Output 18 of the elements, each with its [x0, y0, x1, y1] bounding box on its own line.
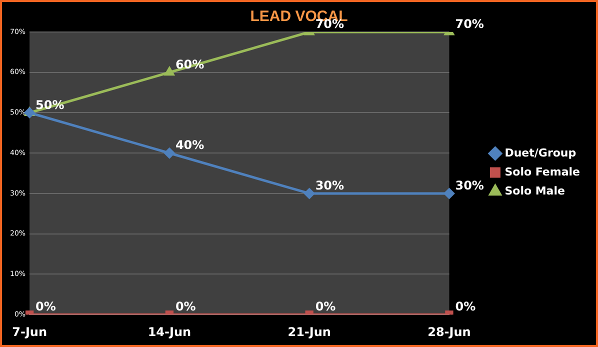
data-label: 30%	[315, 178, 344, 193]
data-label: 0%	[175, 300, 196, 314]
data-label: 70%	[455, 17, 484, 32]
legend-label: Duet/Group	[504, 146, 576, 160]
point	[444, 188, 454, 199]
data-label: 0%	[36, 300, 56, 314]
point	[164, 148, 175, 158]
data-label: 0%	[315, 300, 336, 314]
data-label: 40%	[175, 138, 204, 152]
x-tick-label: 7-Jun	[12, 324, 48, 339]
data-label: 30%	[455, 178, 484, 193]
legend-label: Solo Female	[504, 165, 580, 178]
x-tick-label: 21-Jun	[288, 324, 331, 339]
x-tick-label: 28-Jun	[428, 324, 471, 339]
point	[304, 188, 315, 199]
data-label: 0%	[455, 300, 476, 314]
x-tick-label: 14-Jun	[148, 324, 192, 339]
legend-label: Solo Male	[504, 184, 565, 198]
